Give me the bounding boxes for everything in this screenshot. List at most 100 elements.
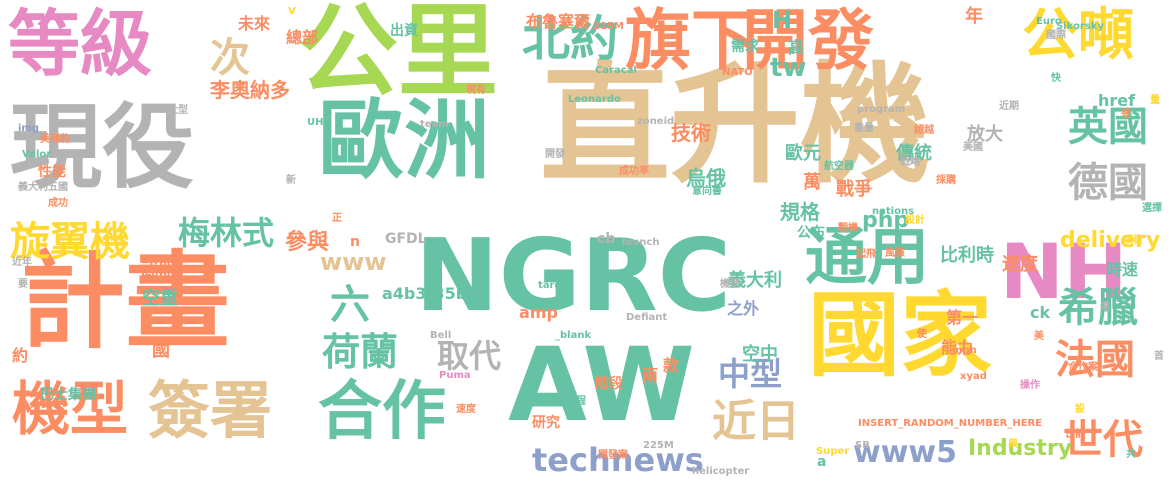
cloud-word: 替 <box>1121 109 1131 120</box>
cloud-word: 現有 <box>466 85 486 96</box>
cloud-word: 採購 <box>936 175 956 186</box>
cloud-word: 規格 <box>780 200 820 224</box>
cloud-word: 公里 <box>298 0 498 110</box>
cloud-word: Valor <box>22 149 52 160</box>
cloud-word: 日前 <box>1065 429 1085 440</box>
cloud-word: 巴士集團 <box>40 387 96 403</box>
cloud-word: Euro <box>1036 16 1062 27</box>
cloud-word: 性能 <box>38 164 66 180</box>
cloud-word: mph <box>952 345 977 356</box>
cloud-word: 款 <box>663 356 680 375</box>
cloud-word: 階段 <box>595 376 623 392</box>
cloud-word: 戰略 <box>900 157 920 168</box>
cloud-word: 傳統 <box>896 143 932 164</box>
cloud-word: AW <box>508 326 695 445</box>
cloud-word: 公噸 <box>1022 3 1134 68</box>
cloud-word: 李奧納多 <box>210 78 290 102</box>
cloud-word: 出資 <box>390 23 418 39</box>
cloud-word: 次 <box>210 35 250 81</box>
cloud-word: 之外 <box>727 299 760 318</box>
cloud-word: 選擇 <box>1142 203 1162 214</box>
cloud-word: 北約 <box>522 11 619 67</box>
cloud-word: 簽署 <box>148 374 273 447</box>
cloud-word: NH <box>1000 227 1128 316</box>
cloud-word: cb <box>597 231 616 247</box>
cloud-word: 速度 <box>456 404 476 415</box>
cloud-word: 大型 <box>168 105 188 116</box>
cloud-word: 六 <box>330 282 370 328</box>
cloud-word: 等級 <box>8 2 153 86</box>
cloud-word: 機型 <box>720 279 740 290</box>
cloud-word: 美 <box>1034 331 1044 342</box>
cloud-word: 需求 <box>731 39 759 55</box>
cloud-word: nations <box>872 206 915 217</box>
cloud-word: 共 <box>1126 449 1136 460</box>
cloud-word: img <box>18 123 40 134</box>
cloud-word: 能力 <box>941 338 974 357</box>
cloud-word: 成功 <box>48 198 68 209</box>
cloud-word: 取代 <box>437 337 502 375</box>
cloud-word: 超越 <box>914 125 934 136</box>
cloud-word: 使 <box>917 329 927 340</box>
cloud-word: www5 <box>853 435 958 470</box>
cloud-word: 國家 <box>808 282 993 389</box>
cloud-word: a4b3f35b <box>382 284 468 303</box>
cloud-word: 現役 <box>10 94 195 201</box>
cloud-word: 旗下 <box>625 2 757 79</box>
cloud-word: _blank <box>555 330 592 341</box>
cloud-word: 設計 <box>905 215 925 226</box>
cloud-word: 量 <box>1150 95 1160 106</box>
cloud-word: Caracal <box>595 65 637 76</box>
cloud-word: UH <box>307 117 324 128</box>
cloud-word: n <box>350 234 360 250</box>
cloud-word: 未來 <box>238 14 271 33</box>
cloud-word: Leonardo <box>568 94 621 105</box>
cloud-word: 研究 <box>532 415 560 431</box>
cloud-word: 與 <box>1008 439 1018 450</box>
cloud-word: zoneid <box>637 116 675 127</box>
cloud-word: xyad <box>960 371 987 382</box>
cloud-word: 機型 <box>12 375 129 443</box>
cloud-word: 第一 <box>946 308 979 327</box>
cloud-word: 快 <box>1051 73 1061 84</box>
cloud-word: delivery <box>1060 228 1161 253</box>
cloud-word: 放大 <box>967 124 1003 145</box>
cloud-word: 歐洲 <box>318 91 490 191</box>
cloud-word: 新 <box>286 175 296 186</box>
cloud-word: 重量 <box>854 123 874 134</box>
cloud-word: Puma <box>439 370 471 381</box>
cloud-word: 風險 <box>885 248 905 259</box>
cloud-word: 航程 <box>566 396 586 407</box>
cloud-word: 技術 <box>671 121 711 145</box>
cloud-word: 要 <box>18 279 28 290</box>
cloud-word: 旋翼機 <box>10 219 130 265</box>
cloud-word: 比利時 <box>940 245 994 266</box>
cloud-word: target <box>538 280 574 291</box>
cloud-word: 梅林式 <box>178 214 275 252</box>
cloud-word: php <box>862 208 910 233</box>
cloud-word: a <box>817 454 827 470</box>
cloud-word: 成功率 <box>619 166 649 177</box>
cloud-word: 萬 <box>803 172 821 193</box>
cloud-word: Super <box>816 446 850 457</box>
cloud-word: amp <box>519 303 558 322</box>
cloud-word: 近日 <box>712 396 800 447</box>
cloud-word: 兩 <box>642 366 659 385</box>
cloud-word: 中型 <box>718 355 783 393</box>
cloud-word: 德國 <box>1068 160 1148 206</box>
cloud-word: 武器 <box>140 260 176 281</box>
cloud-word: 國際 <box>1046 30 1066 41</box>
cloud-word: 參與 <box>285 230 330 255</box>
cloud-word: 215M <box>593 21 624 32</box>
cloud-word: 航空器 <box>824 161 854 172</box>
cloud-word: href <box>1098 91 1136 110</box>
cloud-word: Sikorsky <box>1056 21 1104 32</box>
cloud-word: 意向書 <box>692 186 722 197</box>
cloud-word: SB <box>855 440 870 451</box>
cloud-word: helicopter <box>692 466 750 477</box>
cloud-word: 225M <box>643 440 674 451</box>
cloud-word: 正 <box>332 213 342 224</box>
cloud-word: technews <box>532 441 704 479</box>
cloud-word: 速度 <box>1002 254 1038 275</box>
